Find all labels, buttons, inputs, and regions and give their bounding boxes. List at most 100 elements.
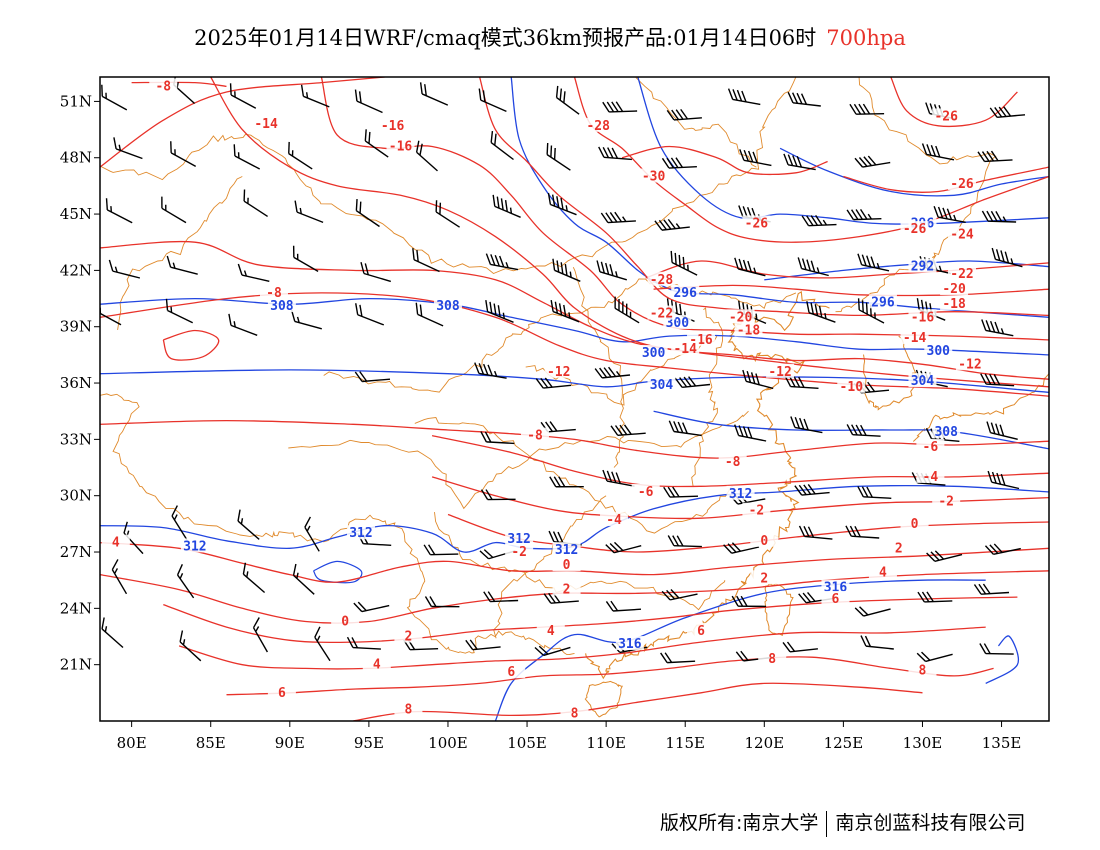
temperature-label-bg: [948, 176, 977, 191]
wind-barb: [794, 484, 830, 496]
temperature-label: -14: [903, 331, 927, 346]
height-label: 296: [673, 286, 697, 301]
wind-barb: [549, 476, 584, 488]
temperature-label: -2: [511, 545, 527, 560]
temperature-label: 4: [879, 566, 887, 581]
wind-barb: [485, 253, 519, 271]
wind-barb: [801, 215, 837, 227]
height-label: 312: [729, 487, 752, 502]
height-label: 308: [270, 299, 294, 314]
x-tick-label: 100E: [428, 734, 468, 752]
wind-barb: [600, 211, 636, 224]
temperature-label-bg: [821, 590, 850, 605]
height-contour: [764, 260, 1049, 281]
wind-barb: [546, 142, 571, 171]
y-tick-label: 48N: [60, 149, 92, 167]
wind-barb: [364, 129, 389, 158]
temperature-contour: [131, 81, 227, 88]
wind-barb: [857, 486, 892, 499]
height-label: 304: [650, 378, 674, 393]
temperature-label: 8: [571, 706, 579, 721]
wind-barb: [355, 199, 380, 228]
temperature-contour: [100, 240, 1049, 388]
height-label: 308: [934, 425, 958, 440]
wind-barb: [294, 200, 324, 224]
temperature-label-bg: [908, 309, 937, 324]
temperature-label-bg: [916, 468, 945, 483]
x-tick-label: 110E: [586, 734, 626, 752]
temperature-label: -18: [737, 323, 761, 338]
wind-barb: [790, 416, 823, 434]
wind-barb: [666, 108, 702, 121]
temperature-label-bg: [868, 564, 897, 579]
wind-barb: [314, 626, 331, 662]
temperature-label: -8: [266, 286, 282, 301]
wind-barb: [243, 189, 268, 217]
wind-barb: [981, 319, 1014, 337]
wind-barb: [229, 83, 257, 109]
temperature-label: -8: [725, 455, 741, 470]
wind-barb: [661, 588, 698, 601]
height-label-bg: [647, 376, 676, 391]
province-boundary: [434, 512, 726, 611]
wind-barb: [663, 486, 699, 498]
coastline: [585, 290, 830, 680]
wind-barb: [854, 606, 891, 617]
height-label: 312: [555, 543, 578, 558]
wind-barb: [784, 375, 819, 389]
height-label-bg: [180, 538, 209, 553]
wind-barb: [797, 257, 829, 277]
height-label: 308: [436, 299, 460, 314]
temperature-label-bg: [900, 329, 929, 344]
wind-barb: [490, 130, 514, 161]
temperature-label: -28: [650, 273, 674, 288]
province-boundary: [117, 176, 243, 330]
temperature-label-bg: [900, 221, 929, 236]
temperature-label: -8: [527, 429, 543, 444]
x-tick-label: 135E: [982, 734, 1022, 752]
wind-barb: [346, 636, 381, 650]
province-boundary: [572, 267, 625, 468]
height-label-bg: [346, 525, 375, 540]
temperature-label-bg: [671, 341, 700, 356]
height-label-bg: [726, 485, 755, 500]
wind-barb: [984, 543, 1021, 556]
wind-barb: [304, 516, 320, 552]
wind-barb: [723, 542, 760, 554]
height-label-bg: [908, 373, 937, 388]
wind-barb: [353, 601, 390, 613]
axis-layer: 80E 85E 90E 95E 100E 105E 110E 115E 120E 125E 130E…: [60, 92, 1022, 752]
height-label: 316: [618, 637, 642, 652]
temperature-label-bg: [552, 581, 581, 596]
height-contour-layer: [100, 77, 1049, 721]
wind-barb: [602, 469, 635, 487]
temperature-label: 0: [911, 517, 919, 532]
height-contour: [637, 77, 1049, 225]
temperature-label-bg: [734, 322, 763, 337]
boundary-layer: [100, 77, 1049, 718]
temperature-label-bg: [750, 570, 779, 585]
temperature-contour: [100, 541, 1049, 583]
wind-barb: [292, 245, 319, 273]
contour-label-layer: 3083082963003003042962922963003043083123…: [101, 78, 984, 721]
wind-barb: [981, 210, 1017, 223]
temperature-label: -12: [958, 357, 981, 372]
height-label-bg: [267, 298, 296, 313]
y-tick-label: 27N: [60, 543, 92, 561]
wind-barb: [660, 652, 696, 664]
island-coast: [584, 680, 623, 718]
y-tick-label: 39N: [60, 318, 92, 336]
copyright-footer: 版权所有:南京大学 南京创蓝科技有限公司: [660, 808, 1025, 837]
height-label: 300: [642, 346, 666, 361]
wind-barb: [926, 550, 963, 562]
copyright-right: 南京创蓝科技有限公司: [835, 812, 1026, 834]
wind-barb: [113, 137, 143, 160]
height-label-bg: [433, 298, 462, 313]
temperature-label-bg: [394, 628, 423, 643]
temperature-label-bg: [252, 115, 281, 130]
temperature-label: 0: [341, 614, 349, 629]
wind-barb: [552, 258, 581, 282]
temperature-contour: [653, 284, 1049, 297]
temperature-label: -8: [155, 79, 171, 94]
wind-barb: [596, 260, 627, 281]
